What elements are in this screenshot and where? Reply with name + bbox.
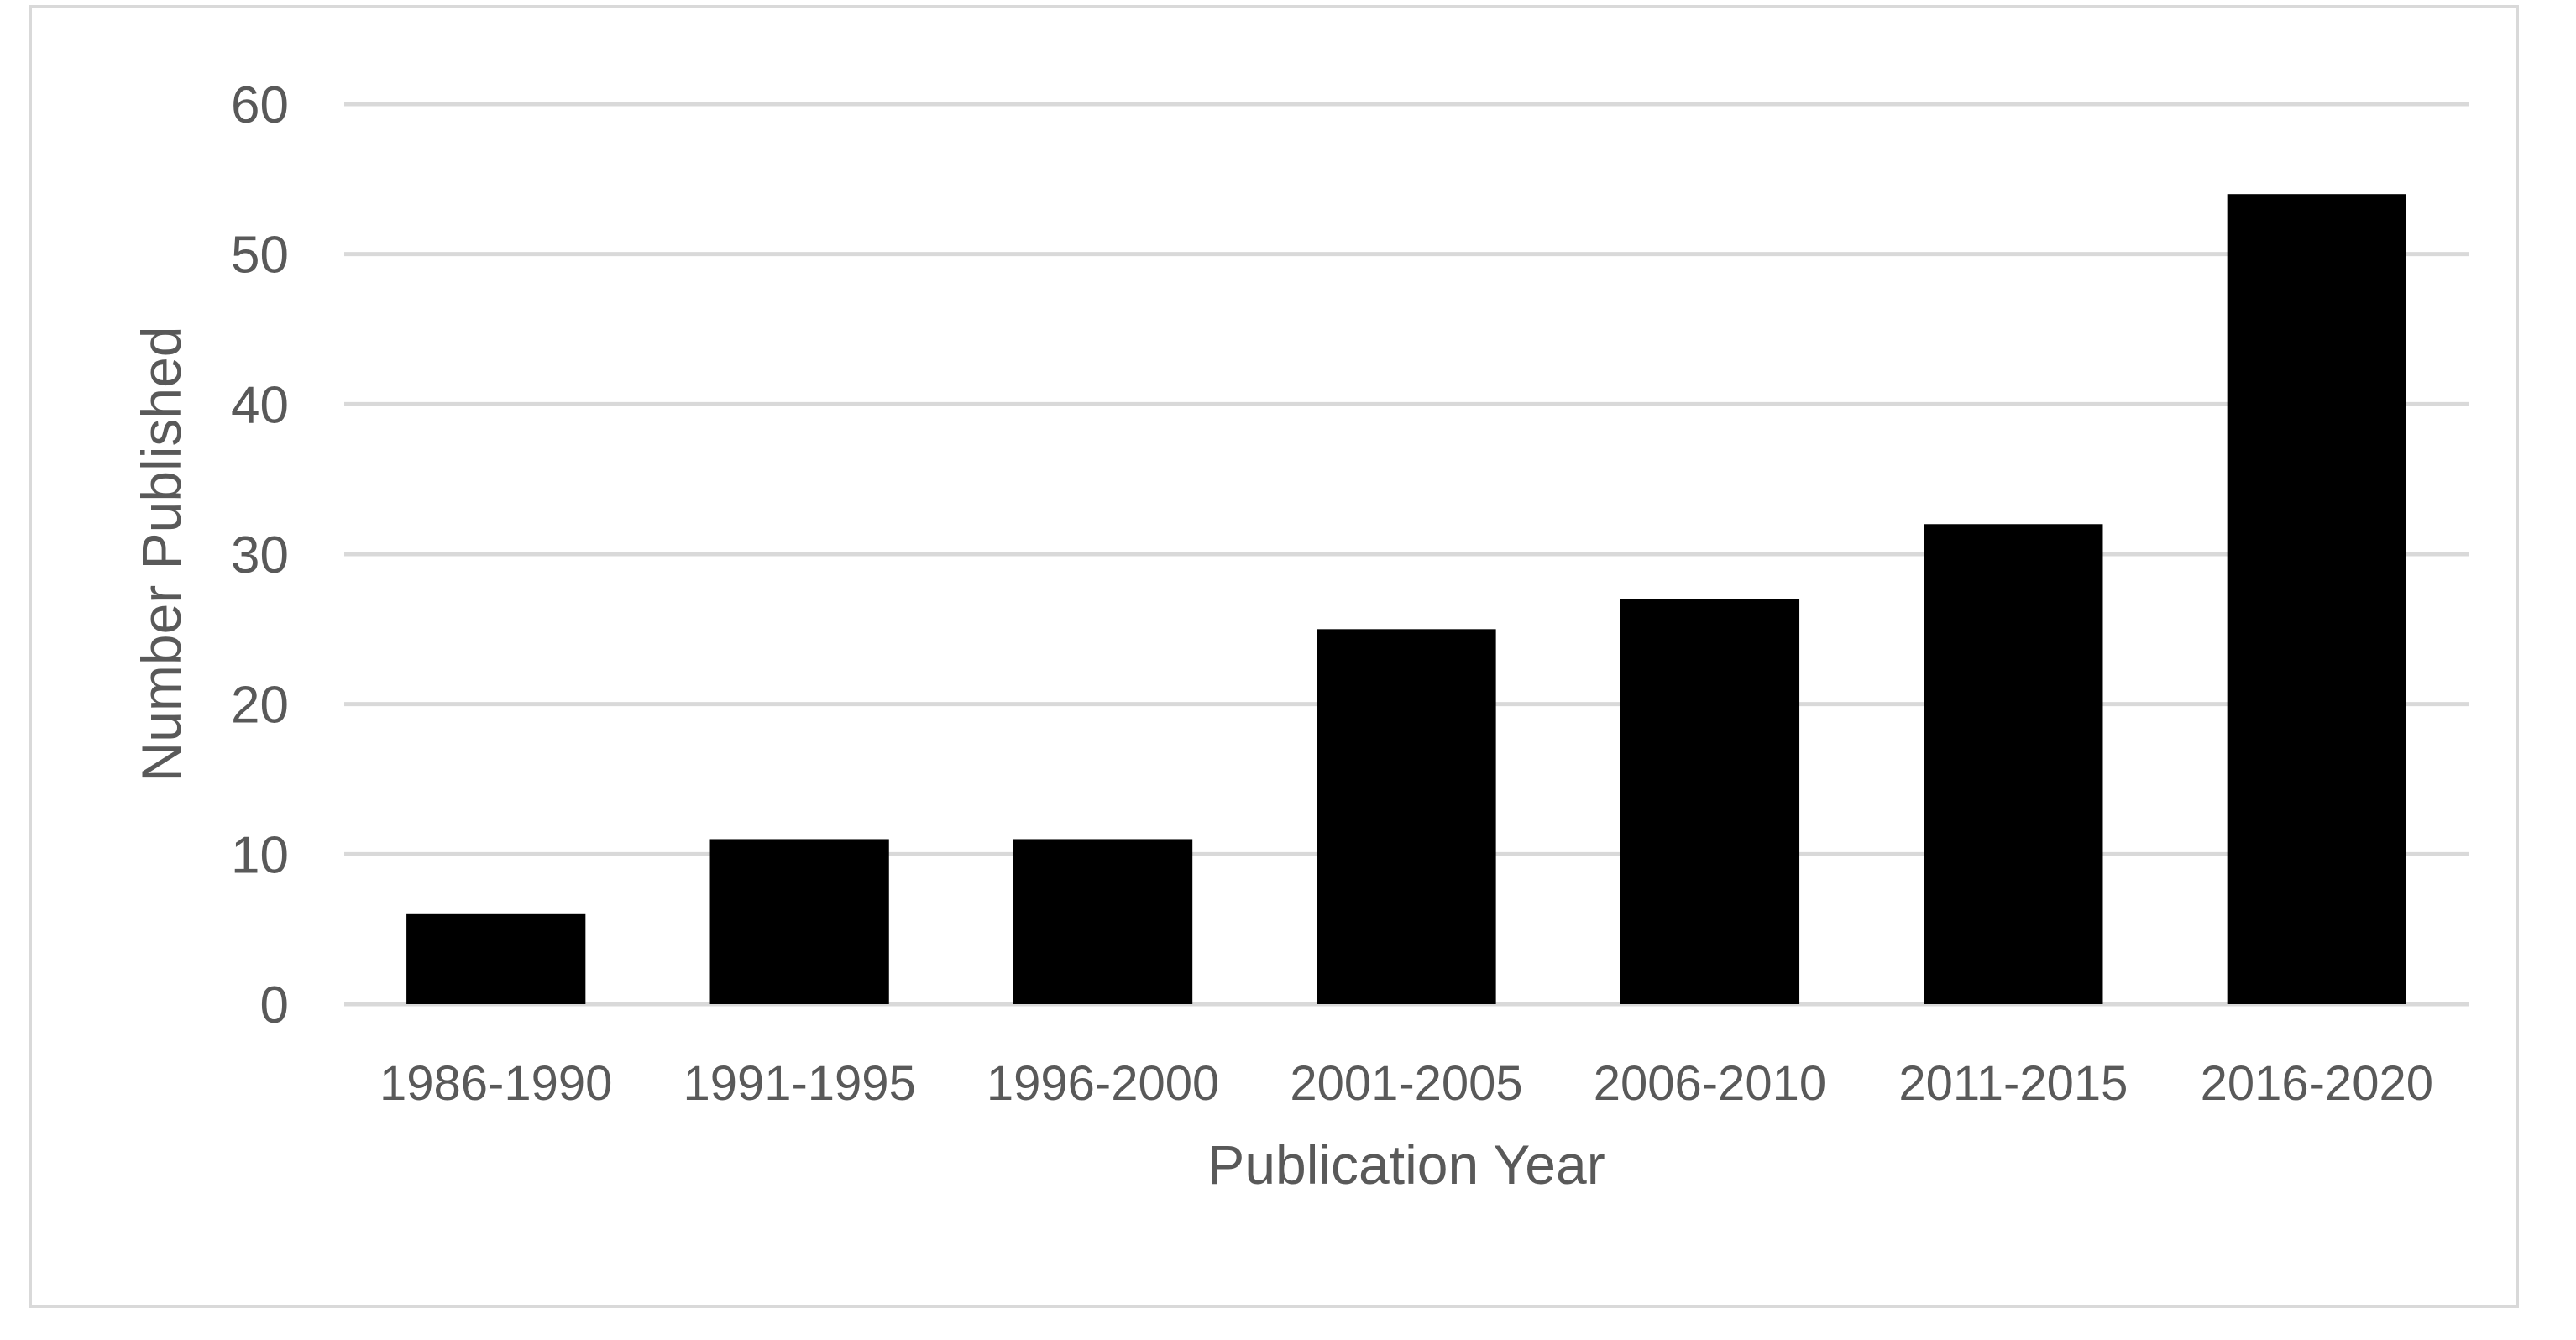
y-axis-title: Number Published bbox=[130, 327, 192, 783]
y-tick-label: 10 bbox=[231, 826, 289, 884]
x-axis-title: Publication Year bbox=[1207, 1133, 1605, 1196]
bar-1986-1990 bbox=[406, 913, 586, 1004]
x-tick-label: 2016-2020 bbox=[2201, 1056, 2433, 1111]
y-tick-label: 30 bbox=[231, 526, 289, 584]
y-tick-labels: 0 10 20 30 40 50 60 bbox=[231, 76, 289, 1034]
bars bbox=[406, 194, 2406, 1004]
y-tick-label: 0 bbox=[260, 976, 289, 1034]
x-tick-label: 2006-2010 bbox=[1594, 1056, 1826, 1111]
x-tick-labels: 1986-1990 1991-1995 1996-2000 2001-2005 2006… bbox=[380, 1056, 2433, 1111]
y-tick-label: 50 bbox=[231, 227, 289, 285]
bar-2011-2015 bbox=[1924, 524, 2103, 1004]
bar-1991-1995 bbox=[709, 839, 889, 1004]
y-tick-label: 20 bbox=[231, 677, 289, 735]
bar-2006-2010 bbox=[1620, 599, 1800, 1004]
x-tick-label: 1991-1995 bbox=[683, 1056, 915, 1111]
x-tick-label: 2011-2015 bbox=[1898, 1056, 2128, 1111]
x-tick-label: 2001-2005 bbox=[1290, 1056, 1522, 1111]
gridlines bbox=[344, 102, 2469, 1007]
y-tick-label: 40 bbox=[231, 376, 289, 434]
bar-2016-2020 bbox=[2227, 194, 2406, 1004]
bar-2001-2005 bbox=[1317, 629, 1496, 1004]
x-tick-label: 1996-2000 bbox=[987, 1056, 1219, 1111]
chart-frame bbox=[29, 5, 2519, 1308]
y-tick-label: 60 bbox=[231, 76, 289, 134]
bar-1996-2000 bbox=[1013, 839, 1193, 1004]
x-tick-label: 1986-1990 bbox=[380, 1056, 612, 1111]
